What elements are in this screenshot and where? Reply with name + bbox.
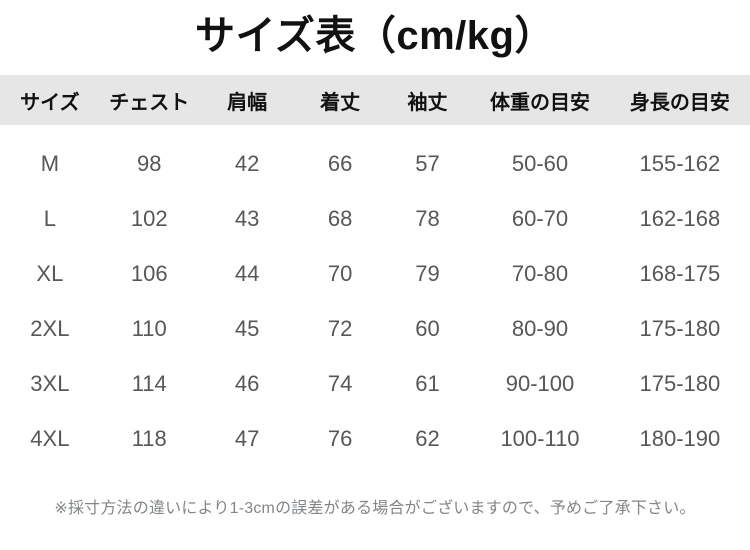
table-cell: 110 xyxy=(131,315,167,341)
size-label-cell: L xyxy=(43,205,56,231)
header-row: サイズ チェスト 肩幅 着丈 袖丈 体重の目安 身長の目安 xyxy=(0,75,750,125)
table-cell: 44 xyxy=(234,260,260,286)
table-row: XL 106 44 70 79 70-80 168-175 xyxy=(0,246,750,301)
table-cell: 43 xyxy=(234,205,260,231)
table-cell: 155-162 xyxy=(639,150,721,176)
size-label-cell: 3XL xyxy=(30,370,70,396)
size-table-body: M 98 42 66 57 50-60 155-162 L 102 43 68 78 60-70 162-… xyxy=(0,125,750,466)
table-row: 2XL 110 45 72 60 80-90 175-180 xyxy=(0,301,750,356)
table-cell: 50-60 xyxy=(511,150,569,176)
table-cell: 57 xyxy=(415,150,440,176)
table-cell: 98 xyxy=(137,150,162,176)
column-header: 着丈 xyxy=(295,75,385,125)
column-header: チェスト xyxy=(99,75,199,125)
table-cell: 72 xyxy=(327,315,353,341)
table-cell: 62 xyxy=(415,425,440,451)
table-cell: 78 xyxy=(415,205,440,231)
table-cell: 70-80 xyxy=(511,260,569,286)
size-label-cell: M xyxy=(40,150,60,176)
measurement-disclaimer-note: ※採寸方法の違いにより1-3cmの誤差がある場合がございますので、予めご了承下さ… xyxy=(54,500,696,517)
table-cell: 118 xyxy=(131,425,167,451)
table-cell: 68 xyxy=(327,205,353,231)
table-cell: 42 xyxy=(234,150,260,176)
column-header: サイズ xyxy=(0,75,100,125)
table-cell: 80-90 xyxy=(511,315,569,341)
table-row: 4XL 118 47 76 62 100-110 180-190 xyxy=(0,411,750,466)
table-cell: 90-100 xyxy=(505,370,575,396)
table-cell: 106 xyxy=(130,260,168,286)
page-title: サイズ表（cm/kg） xyxy=(195,14,555,58)
column-header: 袖丈 xyxy=(384,75,471,125)
column-header: 身長の目安 xyxy=(609,75,750,125)
table-cell: 74 xyxy=(327,370,353,396)
table-cell: 76 xyxy=(327,425,353,451)
table-cell: 66 xyxy=(327,150,353,176)
size-label-cell: 2XL xyxy=(30,315,70,341)
table-cell: 61 xyxy=(415,370,440,396)
size-table-header: サイズ チェスト 肩幅 着丈 袖丈 体重の目安 身長の目安 xyxy=(0,75,750,125)
table-cell: 46 xyxy=(234,370,260,396)
column-header: 体重の目安 xyxy=(470,75,610,125)
column-header: 肩幅 xyxy=(198,75,296,125)
table-cell: 102 xyxy=(130,205,168,231)
table-row: 3XL 114 46 74 61 90-100 175-180 xyxy=(0,356,750,411)
size-table: サイズ チェスト 肩幅 着丈 袖丈 体重の目安 身長の目安 M 98 42 66 57 50-60 15… xyxy=(0,75,750,466)
size-label-cell: XL xyxy=(36,260,64,286)
size-label-cell: 4XL xyxy=(30,425,70,451)
table-cell: 79 xyxy=(415,260,440,286)
table-cell: 168-175 xyxy=(639,260,721,286)
table-cell: 45 xyxy=(234,315,260,341)
table-cell: 162-168 xyxy=(639,205,721,231)
table-cell: 180-190 xyxy=(639,425,721,451)
table-cell: 47 xyxy=(234,425,260,451)
table-row: L 102 43 68 78 60-70 162-168 xyxy=(0,191,750,246)
table-cell: 60 xyxy=(415,315,440,341)
table-cell: 175-180 xyxy=(639,315,721,341)
table-cell: 100-110 xyxy=(500,425,580,451)
table-row: M 98 42 66 57 50-60 155-162 xyxy=(0,136,750,191)
table-cell: 175-180 xyxy=(639,370,721,396)
table-cell: 60-70 xyxy=(511,205,569,231)
table-cell: 70 xyxy=(327,260,353,286)
table-cell: 114 xyxy=(131,370,167,396)
